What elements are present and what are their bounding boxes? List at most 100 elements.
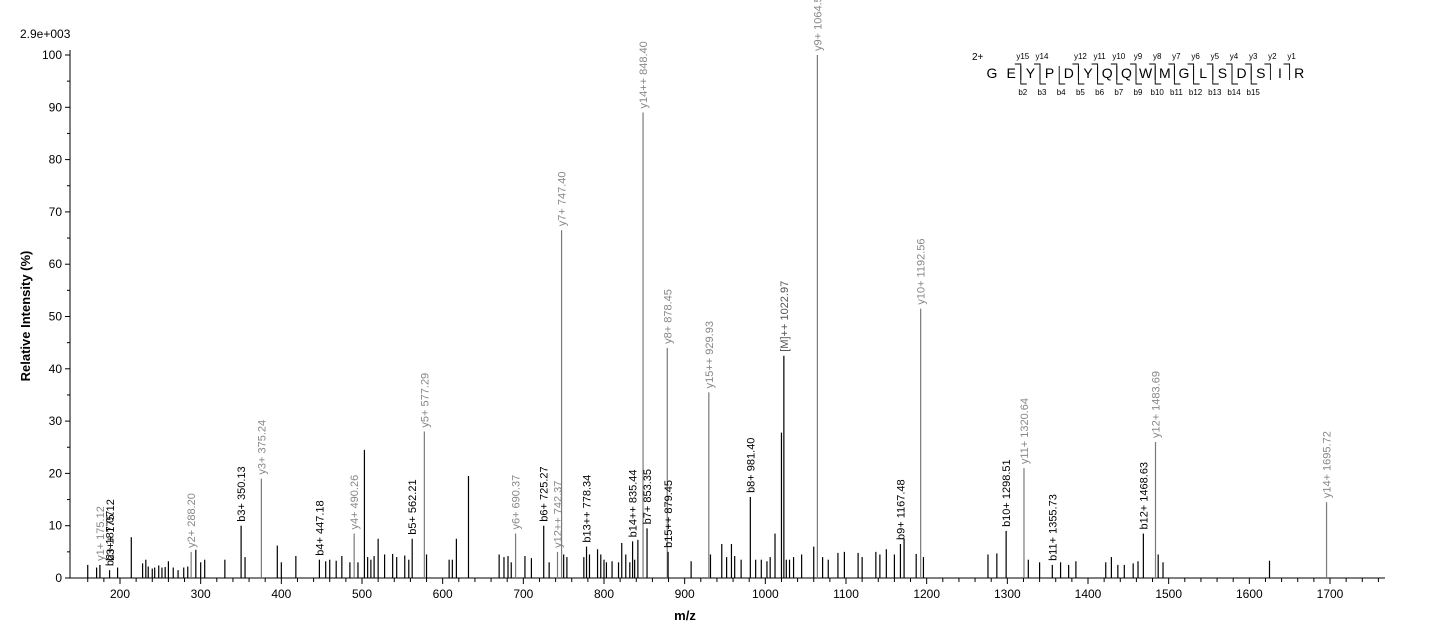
b-ion-label: b2 [1018, 88, 1027, 97]
x-tick-label: 400 [271, 587, 291, 601]
b-ion-bracket [1097, 66, 1104, 85]
sequence-residue: G [1179, 65, 1190, 81]
peak-label: y12+ 1483.69 [1151, 371, 1163, 438]
y-ion-bracket [1206, 63, 1214, 80]
b-ion-bracket [1212, 66, 1219, 85]
b-ion-label: b12 [1189, 88, 1203, 97]
peak-label: y15++ 929.93 [704, 321, 716, 388]
b-ion-bracket [1039, 66, 1046, 85]
b-ion-label: b11 [1170, 88, 1183, 97]
peak-label: b3++ 175.12 [105, 499, 117, 561]
y-tick-label: 80 [49, 153, 63, 167]
sequence-residue: L [1199, 65, 1207, 81]
x-tick-label: 800 [594, 587, 614, 601]
peak-label: y2+ 288.20 [186, 493, 198, 548]
sequence-residue: Q [1102, 65, 1113, 81]
y-ion-label: y11 [1093, 52, 1106, 61]
y-ion-label: y14 [1036, 52, 1049, 61]
y-tick-label: 0 [55, 571, 62, 585]
b-ion-label: b15 [1247, 88, 1261, 97]
peak-label: y10+ 1192.56 [916, 238, 928, 304]
b-ion-label: b6 [1095, 88, 1104, 97]
sequence-residue: W [1139, 65, 1153, 81]
peak-label: y4+ 490.26 [349, 475, 361, 530]
y-tick-label: 100 [42, 48, 62, 62]
b-ion-bracket [1077, 66, 1085, 85]
peak-label: b6+ 725.27 [539, 466, 551, 521]
y-ion-label: y7 [1172, 52, 1181, 61]
peak-label: y8+ 878.45 [662, 289, 674, 344]
y-ion-label: y12 [1074, 52, 1087, 61]
b-ion-label: b7 [1114, 88, 1123, 97]
peak-label: b9+ 1167.48 [895, 479, 907, 540]
x-tick-label: 500 [352, 587, 372, 601]
y-ion-label: y9 [1134, 52, 1143, 61]
y-ion-label: y15 [1016, 52, 1029, 61]
y-ion-label: y8 [1153, 52, 1162, 61]
peak-label: y7+ 747.40 [557, 171, 569, 226]
x-tick-label: 1100 [833, 587, 859, 601]
x-tick-label: 1000 [752, 587, 779, 601]
y-ion-label: y4 [1230, 52, 1239, 61]
peak-label: b12+ 1468.63 [1138, 462, 1150, 530]
unlabeled-peaks [87, 432, 1271, 578]
x-tick-label: 600 [433, 587, 453, 601]
b-ion-bracket [1250, 66, 1258, 85]
x-tick-label: 1500 [1155, 587, 1182, 601]
sequence-residue: G [987, 65, 998, 81]
b-ion-bracket [1135, 66, 1142, 85]
y-ion-label: y10 [1112, 52, 1125, 61]
y-tick-label: 30 [49, 414, 63, 428]
y-tick-label: 10 [49, 519, 63, 533]
peak-label: y1+ 175.12 [95, 506, 107, 561]
b-ion-label: b9 [1134, 88, 1143, 97]
b-ion-bracket [1154, 66, 1162, 85]
peak-label: y3+ 375.24 [256, 420, 268, 475]
b-ion-bracket [1173, 66, 1181, 85]
y-ion-bracket [1264, 63, 1271, 80]
y-tick-label: 60 [49, 257, 63, 271]
x-tick-label: 1200 [913, 587, 940, 601]
y-tick-label: 70 [49, 205, 63, 219]
y-tick-label: 20 [49, 466, 63, 480]
peak-label: y14++ 848.40 [638, 41, 650, 108]
peak-label: b7+ 853.35 [642, 469, 654, 524]
x-axis-title: m/z [674, 608, 696, 623]
y-tick-label: 40 [49, 362, 63, 376]
sequence-residue: Y [1026, 65, 1036, 81]
y-ion-label: y1 [1287, 52, 1296, 61]
b-ion-bracket [1231, 66, 1238, 85]
peak-label: y5+ 577.29 [419, 373, 431, 428]
peak-label: [M]++ 1022.97 [779, 281, 791, 352]
y-ion-label: y5 [1211, 52, 1220, 61]
b-ion-bracket [1116, 66, 1123, 85]
x-tick-label: 1600 [1236, 587, 1263, 601]
y-tick-label: 90 [49, 100, 63, 114]
peak-label: b5+ 562.21 [407, 479, 419, 534]
peak-label: b8+ 981.40 [745, 438, 757, 493]
b-ion-bracket [1058, 66, 1066, 85]
sequence-residue: S [1218, 65, 1227, 81]
axes: 0 10 20 30 40 50 60 70 80 90 100 200 300 400 500 600 700… [42, 48, 1385, 601]
b-ion-label: b14 [1227, 88, 1241, 97]
b-ion-label: b10 [1151, 88, 1165, 97]
b-ion-label: b3 [1038, 88, 1047, 97]
intensity-scale-label: 2.9e+003 [20, 27, 71, 41]
b-ion-label: b5 [1076, 88, 1085, 97]
sequence-residue: S [1256, 65, 1265, 81]
peak-label: b10+ 1298.51 [1001, 459, 1013, 527]
x-tick-label: 700 [513, 587, 533, 601]
peak-label: b14++ 835.44 [628, 469, 640, 537]
sequence-residue: I [1278, 65, 1282, 81]
x-tick-label: 1400 [1075, 587, 1102, 601]
peak-label: b2+ 187.07 [105, 511, 117, 566]
peak-label: b3+ 350.13 [236, 466, 248, 521]
peak-label: y9+ 1064.52 [812, 0, 824, 51]
sequence-residue: D [1237, 65, 1247, 81]
sequence-residue: D [1064, 65, 1074, 81]
peak-label: y12++ 742.37 [553, 481, 565, 548]
y-ion-label: y3 [1249, 52, 1258, 61]
